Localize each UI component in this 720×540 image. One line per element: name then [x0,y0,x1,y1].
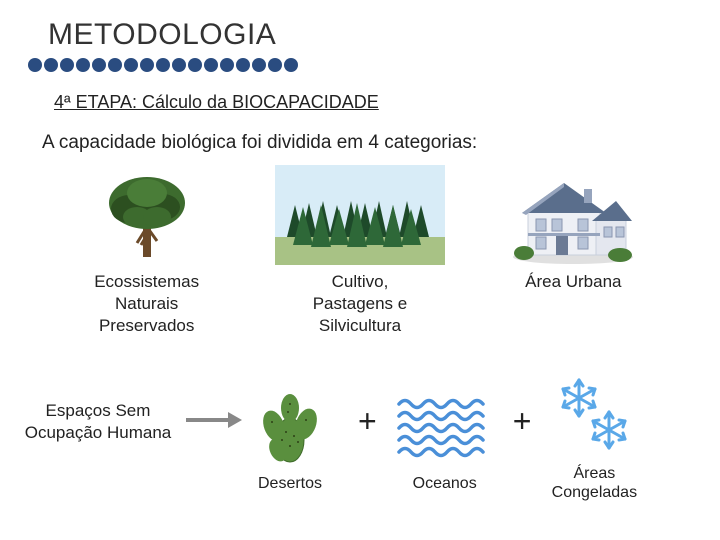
label-line: Área Urbana [525,272,621,291]
plus-sign: + [358,403,377,440]
label-line: Ecossistemas [94,272,199,291]
category-urban: Área Urbana [473,165,673,293]
label-line: Áreas [573,465,615,482]
stage-subtitle: 4ª ETAPA: Cálculo da BIOCAPACIDADE [54,92,379,113]
dot-icon [108,58,122,72]
category-cultivation: Cultivo, Pastagens e Silvicultura [260,165,460,337]
dot-icon [76,58,90,72]
label-line: Naturais [115,294,178,313]
unoccupied-spaces-icons: Desertos + Oceanos + [230,370,710,502]
waves-icon [395,380,495,470]
dot-icon [236,58,250,72]
label-line: Pastagens e [313,294,408,313]
plus-sign: + [513,403,532,440]
frozen-label: Áreas Congeladas [552,464,637,502]
page-title: METODOLOGIA [48,18,276,52]
category-cultivation-label: Cultivo, Pastagens e Silvicultura [313,271,408,337]
label-line: Preservados [99,316,194,335]
cactus-icon [250,380,330,470]
dot-icon [252,58,266,72]
label-line: Cultivo, [332,272,389,291]
dot-icon [140,58,154,72]
frozen-block: Áreas Congeladas [539,370,649,502]
ocean-block: Oceanos [385,380,505,493]
decorative-dots [28,58,298,72]
dot-icon [172,58,186,72]
label-line: Ocupação Humana [25,423,171,442]
forest-icon [275,165,445,265]
dot-icon [220,58,234,72]
label-line: Silvicultura [319,316,401,335]
dot-icon [28,58,42,72]
desert-block: Desertos [230,380,350,493]
label-line: Espaços Sem [46,401,151,420]
dot-icon [44,58,58,72]
body-text: A capacidade biológica foi dividida em 4… [42,132,477,154]
dot-icon [268,58,282,72]
label-line: Congeladas [552,484,637,501]
category-urban-label: Área Urbana [525,271,621,293]
dot-icon [156,58,170,72]
dot-icon [60,58,74,72]
snowflake-icon [549,370,639,460]
dot-icon [124,58,138,72]
unoccupied-spaces-block: Espaços Sem Ocupação Humana [18,400,244,444]
desert-label: Desertos [258,474,322,493]
ocean-label: Oceanos [413,474,477,493]
dot-icon [284,58,298,72]
dot-icon [188,58,202,72]
dot-icon [204,58,218,72]
category-ecosystems: Ecossistemas Naturais Preservados [47,165,247,337]
house-icon [498,165,648,265]
category-ecosystems-label: Ecossistemas Naturais Preservados [94,271,199,337]
unoccupied-spaces-label: Espaços Sem Ocupação Humana [18,400,178,444]
categories-row: Ecossistemas Naturais Preservados [40,165,680,337]
tree-icon [87,165,207,265]
dot-icon [92,58,106,72]
